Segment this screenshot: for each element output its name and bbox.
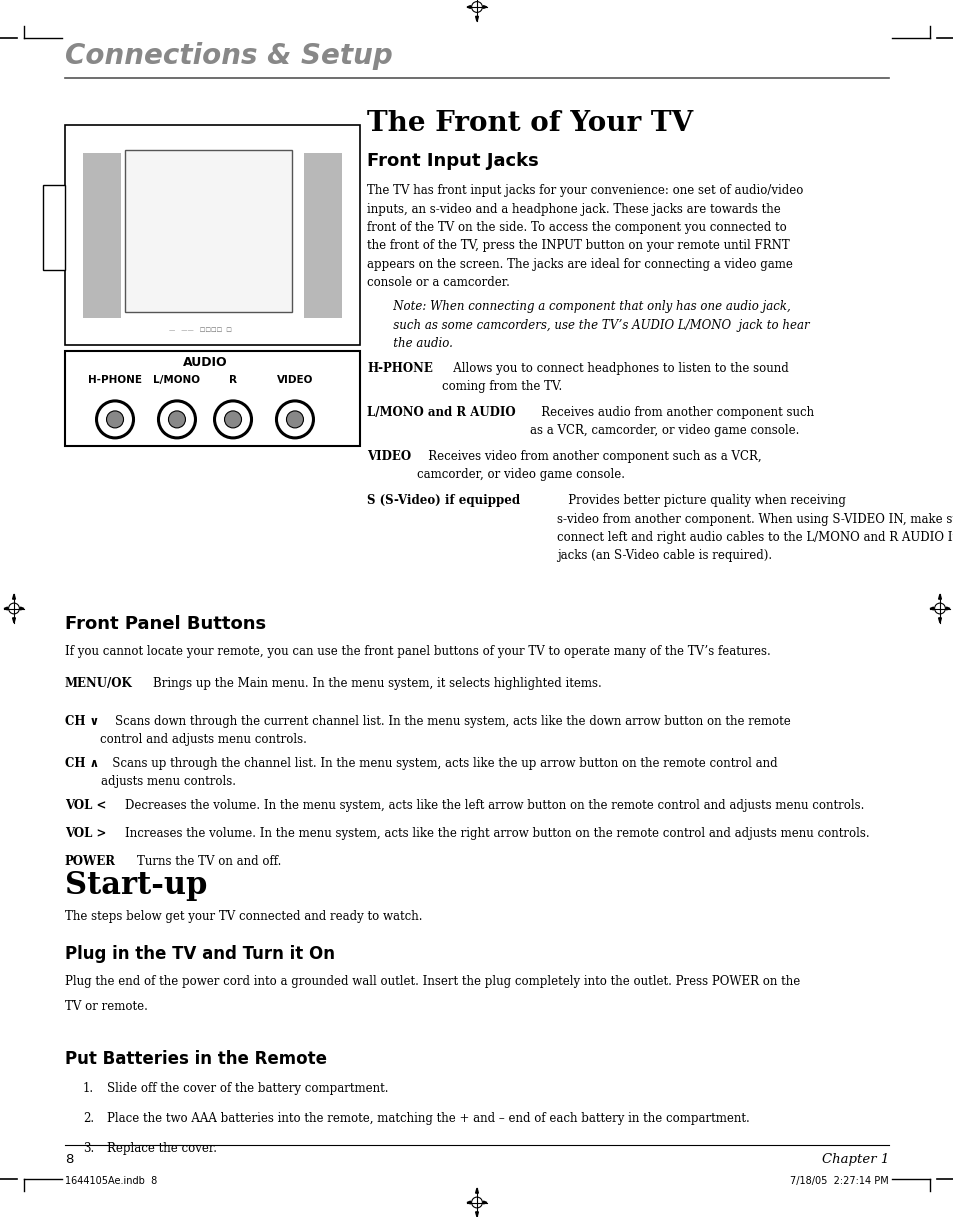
Text: VOL >: VOL > <box>65 828 106 840</box>
Polygon shape <box>476 1212 477 1217</box>
Text: 7/18/05  2:27:14 PM: 7/18/05 2:27:14 PM <box>789 1176 888 1187</box>
Text: Place the two AAA batteries into the remote, matching the + and – end of each ba: Place the two AAA batteries into the rem… <box>107 1112 749 1125</box>
Text: If you cannot locate your remote, you can use the front panel buttons of your TV: If you cannot locate your remote, you ca… <box>65 645 770 658</box>
Text: The Front of Your TV: The Front of Your TV <box>367 110 693 138</box>
Text: Provides better picture quality when receiving
s-video from another component. W: Provides better picture quality when rec… <box>557 494 953 562</box>
Polygon shape <box>467 6 470 9</box>
Text: Plug the end of the power cord into a grounded wall outlet. Insert the plug comp: Plug the end of the power cord into a gr… <box>65 975 800 988</box>
Text: Note: When connecting a component that only has one audio jack,
   such as some : Note: When connecting a component that o… <box>382 301 809 350</box>
Text: H-PHONE: H-PHONE <box>367 361 433 375</box>
Polygon shape <box>476 16 477 22</box>
Text: 8: 8 <box>65 1152 73 1166</box>
Text: Start-up: Start-up <box>65 870 207 901</box>
Text: Replace the cover.: Replace the cover. <box>107 1142 216 1155</box>
Polygon shape <box>12 618 15 623</box>
Text: Plug in the TV and Turn it On: Plug in the TV and Turn it On <box>65 944 335 963</box>
Text: Front Input Jacks: Front Input Jacks <box>367 152 538 170</box>
Bar <box>125 150 292 312</box>
Text: Receives audio from another component such
as a VCR, camcorder, or video game co: Receives audio from another component su… <box>530 406 814 437</box>
Text: VIDEO: VIDEO <box>276 375 313 385</box>
Polygon shape <box>483 6 486 9</box>
Bar <box>43 185 65 270</box>
Text: Decreases the volume. In the menu system, acts like the left arrow button on the: Decreases the volume. In the menu system… <box>110 800 863 812</box>
Polygon shape <box>4 607 8 610</box>
Text: 1644105Ae.indb  8: 1644105Ae.indb 8 <box>65 1176 157 1187</box>
Polygon shape <box>929 607 933 610</box>
Text: AUDIO: AUDIO <box>182 355 227 369</box>
Polygon shape <box>12 594 15 599</box>
Text: Front Panel Buttons: Front Panel Buttons <box>65 615 266 633</box>
Text: MENU/OK: MENU/OK <box>65 677 132 690</box>
Text: Turns the TV on and off.: Turns the TV on and off. <box>122 856 281 868</box>
Text: Connections & Setup: Connections & Setup <box>65 43 393 71</box>
Bar <box>65 125 359 344</box>
Text: 3.: 3. <box>83 1142 94 1155</box>
Text: CH ∧: CH ∧ <box>65 757 99 770</box>
Text: L/MONO: L/MONO <box>153 375 200 385</box>
Text: R: R <box>229 375 236 385</box>
Text: Chapter 1: Chapter 1 <box>821 1152 888 1166</box>
Text: Receives video from another component such as a VCR,
camcorder, or video game co: Receives video from another component su… <box>416 450 761 482</box>
Text: Brings up the Main menu. In the menu system, it selects highlighted items.: Brings up the Main menu. In the menu sys… <box>138 677 601 690</box>
Text: POWER: POWER <box>65 856 115 868</box>
Text: Slide off the cover of the battery compartment.: Slide off the cover of the battery compa… <box>107 1082 388 1095</box>
Text: H-PHONE: H-PHONE <box>88 375 142 385</box>
Polygon shape <box>938 594 941 599</box>
Text: VIDEO: VIDEO <box>367 450 411 462</box>
Text: VOL <: VOL < <box>65 800 106 812</box>
Polygon shape <box>476 1188 477 1193</box>
Text: Put Batteries in the Remote: Put Batteries in the Remote <box>65 1050 327 1069</box>
Bar <box>83 153 121 318</box>
Circle shape <box>107 411 123 428</box>
Polygon shape <box>945 607 949 610</box>
Bar <box>304 153 341 318</box>
Bar <box>65 350 359 445</box>
Text: Increases the volume. In the menu system, acts like the right arrow button on th: Increases the volume. In the menu system… <box>110 828 868 840</box>
Text: TV or remote.: TV or remote. <box>65 1000 148 1013</box>
Polygon shape <box>20 607 24 610</box>
Text: Scans up through the channel list. In the menu system, acts like the up arrow bu: Scans up through the channel list. In th… <box>101 757 777 787</box>
Text: Scans down through the current channel list. In the menu system, acts like the d: Scans down through the current channel l… <box>100 716 790 746</box>
Text: The TV has front input jacks for your convenience: one set of audio/video
inputs: The TV has front input jacks for your co… <box>367 184 802 290</box>
Text: L/MONO and R AUDIO: L/MONO and R AUDIO <box>367 406 516 419</box>
Circle shape <box>224 411 241 428</box>
Text: 2.: 2. <box>83 1112 94 1125</box>
Text: 1.: 1. <box>83 1082 94 1095</box>
Circle shape <box>169 411 185 428</box>
Polygon shape <box>938 618 941 623</box>
Text: —   ——   ☐☐☐☐  ☐: — —— ☐☐☐☐ ☐ <box>169 329 232 333</box>
Text: CH ∨: CH ∨ <box>65 716 99 728</box>
Polygon shape <box>467 1201 470 1204</box>
Polygon shape <box>483 1201 486 1204</box>
Text: The steps below get your TV connected and ready to watch.: The steps below get your TV connected an… <box>65 910 422 922</box>
Text: S (S-Video) if equipped: S (S-Video) if equipped <box>367 494 520 507</box>
Text: Allows you to connect headphones to listen to the sound
coming from the TV.: Allows you to connect headphones to list… <box>442 361 788 393</box>
Circle shape <box>286 411 303 428</box>
